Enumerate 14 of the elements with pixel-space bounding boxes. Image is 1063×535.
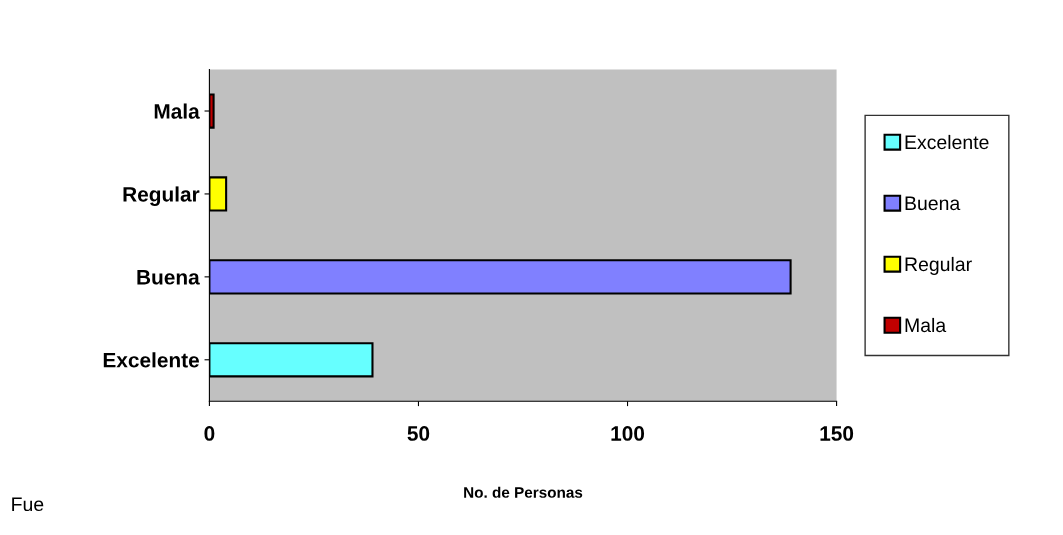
- legend-label: Excelente: [905, 134, 989, 150]
- x-tick-label: 50: [407, 426, 430, 441]
- y-tick-label: Mala: [154, 103, 200, 119]
- legend-label: Buena: [905, 196, 961, 211]
- text: Fue: [12, 497, 44, 512]
- legend-label: Regular: [905, 256, 972, 276]
- y-tick-label: Excelente: [103, 352, 199, 368]
- x-tick-label: 100: [611, 426, 645, 441]
- legend-label: Mala: [905, 317, 947, 333]
- x-tick-label: 0: [204, 426, 215, 441]
- x-tick-label: 150: [820, 426, 854, 441]
- x-axis-title: No. de Personas: [464, 486, 583, 498]
- y-tick-label: Buena: [137, 270, 200, 285]
- y-tick-label: Regular: [123, 186, 200, 206]
